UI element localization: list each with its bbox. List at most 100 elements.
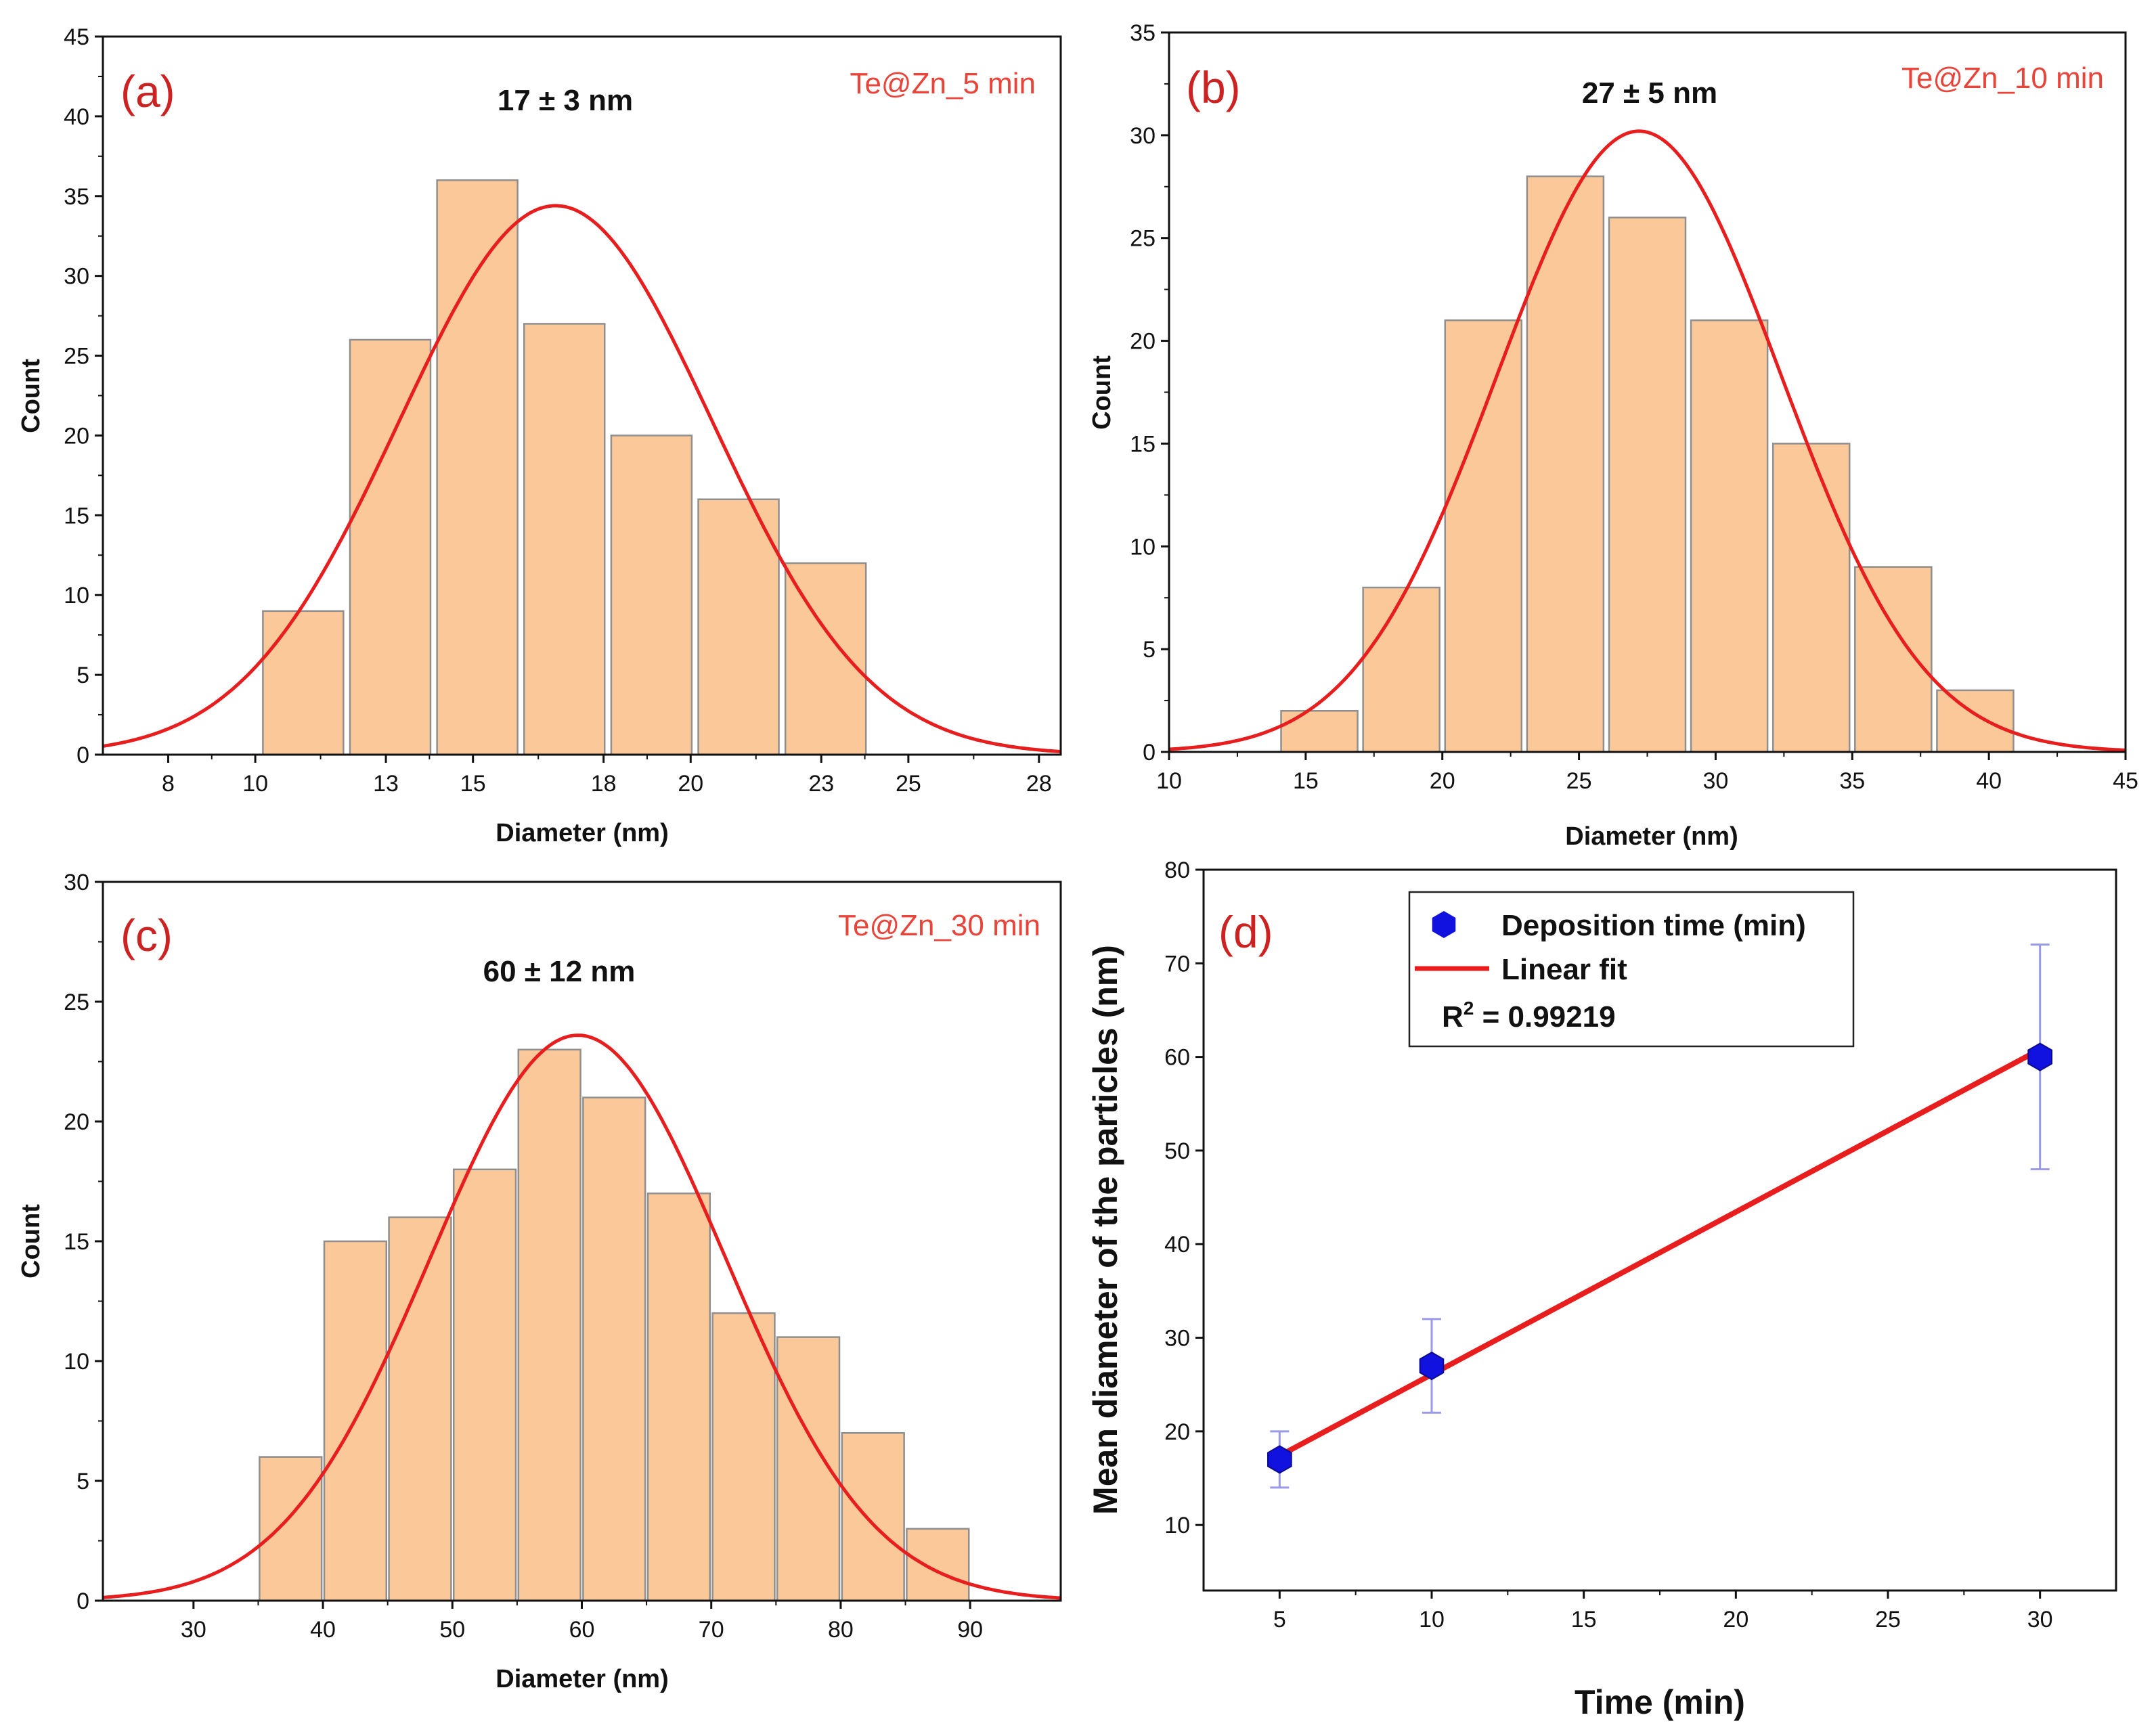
x-tick-label: 15 <box>1293 768 1319 794</box>
histogram-bar <box>523 323 606 756</box>
histogram-bar <box>582 1096 646 1602</box>
y-tick-label: 20 <box>1164 1419 1190 1445</box>
histogram-bar <box>1608 217 1687 753</box>
histogram-bar <box>1854 566 1933 753</box>
histogram-bar <box>1526 175 1605 753</box>
y-tick-label: 50 <box>1164 1138 1190 1164</box>
y-tick-label: 40 <box>1164 1232 1190 1258</box>
data-point-marker <box>1267 1445 1292 1474</box>
plot-area <box>103 882 1061 1601</box>
r-squared-symbol: R <box>1442 1000 1464 1033</box>
panel-label: (a) <box>120 66 175 116</box>
x-tick-label: 30 <box>1703 768 1729 794</box>
legend-series-label: Deposition time (min) <box>1501 909 1806 942</box>
y-tick-label: 70 <box>1164 951 1190 977</box>
x-tick-label: 90 <box>957 1617 983 1643</box>
y-tick-label: 10 <box>64 1349 89 1375</box>
y-axis-title: Count <box>17 359 45 433</box>
x-tick-label: 20 <box>678 771 703 797</box>
histogram-bar <box>388 1216 452 1602</box>
histogram-bar <box>906 1528 970 1602</box>
y-tick-label: 20 <box>64 423 89 449</box>
x-tick-label: 15 <box>1571 1607 1597 1632</box>
y-tick-label: 30 <box>1164 1326 1190 1352</box>
y-tick-label: 30 <box>1130 123 1156 149</box>
histogram-bar <box>697 498 780 756</box>
sample-label: Te@Zn_30 min <box>838 909 1040 942</box>
x-tick-label: 30 <box>181 1617 206 1643</box>
panel-label: (c) <box>120 910 173 960</box>
mean-size-label: 17 ± 3 nm <box>498 84 633 117</box>
histogram-bar <box>1772 443 1851 753</box>
x-tick-label: 25 <box>1875 1607 1901 1632</box>
y-tick-label: 35 <box>64 184 89 210</box>
y-tick-label: 30 <box>64 870 89 895</box>
sample-label: Te@Zn_10 min <box>1901 62 2104 95</box>
x-tick-label: 45 <box>2113 768 2138 794</box>
y-tick-label: 60 <box>1164 1045 1190 1071</box>
y-tick-label: 10 <box>64 583 89 608</box>
x-axis-title: Diameter (nm) <box>1565 822 1738 851</box>
panel-a: (a) Te@Zn_5 min 17 ± 3 nm 0 5 10 15 20 25 30 35 40 4… <box>17 24 1062 847</box>
histogram-bar <box>1280 710 1359 753</box>
y-tick-label: 20 <box>64 1109 89 1135</box>
histogram-bar <box>1936 689 2015 753</box>
histogram-bar <box>711 1312 776 1602</box>
y-tick-label: 0 <box>76 1588 89 1614</box>
gaussian-fit-curve <box>1168 129 2126 752</box>
histogram-bar <box>1444 319 1523 753</box>
panel-c: (c) Te@Zn_30 min 60 ± 12 nm 0 5 10 15 20 25 30 30 4… <box>17 870 1062 1693</box>
x-tick-label: 50 <box>439 1617 465 1643</box>
y-tick-label: 5 <box>1143 637 1156 663</box>
y-axis-title: Count <box>17 1204 45 1279</box>
histogram-bar <box>452 1168 517 1602</box>
x-tick-label: 25 <box>896 771 921 797</box>
x-tick-label: 28 <box>1026 771 1052 797</box>
x-tick-label: 30 <box>2027 1607 2053 1632</box>
x-axis-title: Time (min) <box>1575 1683 1745 1721</box>
mean-size-label: 60 ± 12 nm <box>483 955 636 988</box>
x-tick-label: 5 <box>1273 1607 1286 1632</box>
panel-label: (b) <box>1186 62 1241 112</box>
sample-label: Te@Zn_5 min <box>850 67 1036 100</box>
y-tick-label: 40 <box>64 104 89 130</box>
x-tick-label: 15 <box>460 771 486 797</box>
x-tick-label: 60 <box>569 1617 595 1643</box>
histogram-bar <box>1362 586 1440 753</box>
x-tick-label: 8 <box>162 771 175 797</box>
x-tick-label: 35 <box>1839 768 1865 794</box>
legend-fit-label: Linear fit <box>1501 953 1627 986</box>
y-tick-label: 0 <box>76 742 89 768</box>
x-tick-label: 70 <box>699 1617 724 1643</box>
mean-size-label: 27 ± 5 nm <box>1582 76 1717 110</box>
y-tick-label: 30 <box>64 264 89 290</box>
panel-b: (b) Te@Zn_10 min 27 ± 5 nm 0 5 10 15 20 25 30 35 10… <box>1088 20 2138 851</box>
histogram-bar <box>349 338 432 756</box>
y-tick-label: 25 <box>1130 226 1156 252</box>
y-tick-label: 15 <box>64 503 89 529</box>
y-tick-label: 25 <box>64 344 89 370</box>
histogram-bar <box>841 1431 905 1602</box>
x-tick-label: 13 <box>373 771 399 797</box>
legend: Deposition time (min) Linear fit R2 = 0.99… <box>1408 891 1855 1048</box>
x-axis-title: Diameter (nm) <box>496 819 669 847</box>
y-tick-label: 25 <box>64 990 89 1015</box>
histogram-bar <box>1690 319 1769 753</box>
histogram-bar <box>646 1192 711 1602</box>
histogram-bar <box>436 179 519 756</box>
histogram-bar <box>262 610 345 756</box>
r-squared-label: R2 = 0.99219 <box>1442 998 1616 1033</box>
y-tick-label: 35 <box>1130 20 1156 46</box>
panel-d: (d) Deposition time (min) Linear fit R2 = 0… <box>1086 858 2117 1721</box>
y-tick-label: 15 <box>1130 431 1156 457</box>
r-squared-superscript: 2 <box>1464 998 1474 1019</box>
y-tick-label: 45 <box>64 24 89 50</box>
y-tick-label: 10 <box>1130 534 1156 560</box>
histogram-bar <box>259 1456 323 1602</box>
x-axis-title: Diameter (nm) <box>496 1665 669 1693</box>
r-squared-value: = 0.99219 <box>1474 1000 1615 1033</box>
histogram-bar <box>610 435 693 756</box>
x-tick-label: 10 <box>1156 768 1182 794</box>
x-tick-label: 80 <box>828 1617 854 1643</box>
